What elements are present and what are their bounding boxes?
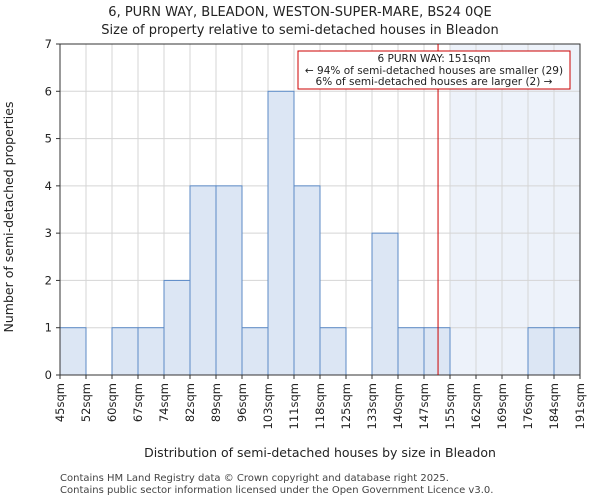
x-tick-label: 133sqm [365,383,379,429]
annotation-smaller: ← 94% of semi-detached houses are smalle… [305,65,563,77]
y-tick-label: 7 [45,37,52,51]
x-tick-label: 140sqm [391,383,405,429]
x-tick-label: 74sqm [157,383,171,422]
highlight-region [450,44,580,375]
footer-attribution-2: Contains public sector information licen… [60,485,494,496]
histogram-bar [241,327,269,376]
x-tick-label: 125sqm [339,383,353,429]
annotation-title: 6 PURN WAY: 151sqm [378,53,491,65]
x-tick-label: 89sqm [209,383,223,422]
y-tick-label: 2 [45,273,52,287]
x-tick-label: 191sqm [573,383,587,429]
histogram-bar [59,327,87,376]
y-axis-label: Number of semi-detached properties [1,102,16,333]
x-tick-label: 82sqm [183,383,197,422]
histogram-bar [553,327,581,376]
histogram-bar [137,327,165,376]
x-tick-label: 184sqm [547,383,561,429]
x-axis-label: Distribution of semi-detached houses by … [144,445,496,460]
x-tick-label: 147sqm [417,383,431,429]
histogram-bar [215,185,243,376]
plot-area: 0 1 2 3 4 5 6 7 45sqm 52sqm 60sqm 67sqm 74sqm 82sqm 89… [45,37,587,429]
y-tick-label: 5 [45,132,52,146]
histogram-bar [293,185,321,376]
x-tick-label: 169sqm [495,383,509,429]
y-tick-label: 3 [45,226,52,240]
histogram-bar [163,279,191,376]
x-tick-label: 118sqm [313,383,327,429]
x-tick-label: 60sqm [105,383,119,422]
histogram-bar [397,327,425,376]
x-tick-label: 111sqm [287,383,301,429]
annotation-box [297,50,571,90]
annotation-larger: 6% of semi-detached houses are larger (2… [316,76,553,88]
histogram-bar [111,327,139,376]
x-tick-label: 96sqm [235,383,249,422]
y-tick-label: 6 [45,84,52,98]
footer-attribution-1: Contains HM Land Registry data © Crown c… [60,473,449,484]
x-tick-label: 162sqm [469,383,483,429]
x-tick-label: 45sqm [53,383,67,422]
x-tick-label: 176sqm [521,383,535,429]
histogram-bar [189,185,217,376]
x-tick-label: 103sqm [261,383,275,429]
y-tick-label: 0 [45,368,52,382]
histogram-chart: 6, PURN WAY, BLEADON, WESTON-SUPER-MARE,… [1,5,587,460]
histogram-bar [267,90,295,376]
chart-subtitle: Size of property relative to semi-detach… [101,23,498,38]
histogram-bar [527,327,555,376]
histogram-bar [371,232,399,376]
histogram-bar [319,327,347,376]
y-tick-label: 1 [45,321,52,335]
chart-title: 6, PURN WAY, BLEADON, WESTON-SUPER-MARE,… [108,5,491,20]
y-tick-label: 4 [45,179,52,193]
x-tick-label: 52sqm [79,383,93,422]
x-tick-label: 155sqm [443,383,457,429]
histogram-bar [423,327,451,376]
x-tick-label: 67sqm [131,383,145,422]
